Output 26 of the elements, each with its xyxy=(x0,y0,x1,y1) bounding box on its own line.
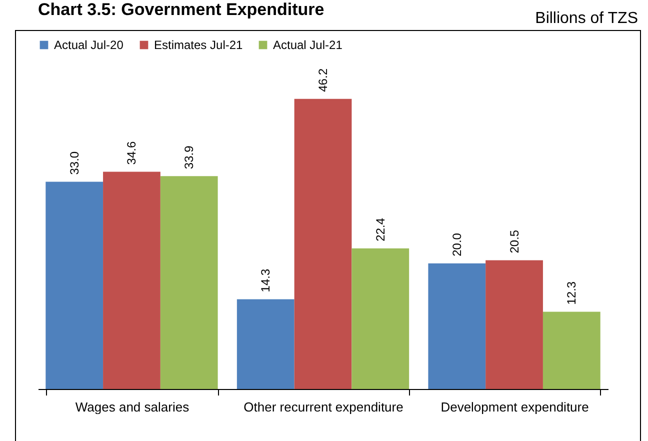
bar xyxy=(352,248,410,389)
bar xyxy=(160,176,218,389)
chart-title: Chart 3.5: Government Expenditure xyxy=(38,0,324,20)
bar xyxy=(486,260,543,389)
bar xyxy=(236,299,294,389)
data-label: 20.5 xyxy=(507,230,522,254)
legend-label: Actual Jul-20 xyxy=(54,38,124,52)
data-label: 14.3 xyxy=(258,268,273,292)
data-label: 33.9 xyxy=(182,145,196,170)
x-tick-label: Development expenditure xyxy=(440,400,589,414)
legend-label: Estimates Jul-21 xyxy=(154,38,244,52)
data-label: 20.0 xyxy=(450,232,464,256)
data-label: 12.3 xyxy=(564,281,579,305)
bar xyxy=(46,182,104,389)
bar xyxy=(103,172,160,389)
bar xyxy=(294,98,352,389)
bar xyxy=(428,263,486,389)
data-label: 34.6 xyxy=(124,141,139,165)
x-tick-label: Other recurrent expenditure xyxy=(244,400,404,414)
x-tick-label: Wages and salaries xyxy=(75,400,190,414)
bar xyxy=(542,312,600,389)
data-label: 46.2 xyxy=(316,68,330,92)
data-label: 33.0 xyxy=(67,151,82,175)
data-label: 22.4 xyxy=(373,218,388,242)
chart-subtitle: Billions of TZS xyxy=(535,10,638,28)
legend-label: Actual Jul-21 xyxy=(273,38,343,52)
